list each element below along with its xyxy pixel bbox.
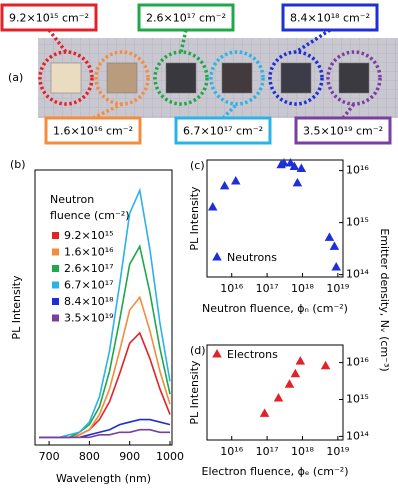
sample-circle xyxy=(153,50,209,106)
legend-label: 3.5×10¹⁹ xyxy=(64,312,114,325)
y-axis-label: PL Intensity xyxy=(188,360,201,425)
x-tick-label: 10¹⁹ xyxy=(326,282,349,295)
plot-frame xyxy=(34,169,173,446)
connector xyxy=(92,102,123,120)
data-point xyxy=(292,177,303,187)
data-point xyxy=(279,158,289,167)
data-point xyxy=(219,180,230,190)
panel-label: (a) xyxy=(8,71,23,84)
y-tick-label: 10¹⁴ xyxy=(346,268,369,281)
label-box xyxy=(44,116,142,145)
legend-label: 8.4×10¹⁸ xyxy=(64,295,114,308)
y-axis-label: PL Intensity xyxy=(188,186,201,251)
legend-label: 2.6×10¹⁷ xyxy=(64,262,114,275)
label-box xyxy=(294,116,392,145)
spectrum-line xyxy=(39,244,171,439)
panel-label: (c) xyxy=(190,159,205,172)
legend-swatch xyxy=(52,298,59,305)
x-tick-label: 900 xyxy=(119,450,140,463)
label-box xyxy=(281,3,379,32)
fluence-label: 3.5×10¹⁹ cm⁻² xyxy=(303,125,383,138)
y-tick-label: 10¹⁶ xyxy=(346,164,369,177)
legend-swatch xyxy=(52,314,59,322)
panel-label: (b) xyxy=(10,158,26,171)
y-axis-label-right: Emitter density, Nᵥ (cm⁻³) xyxy=(378,228,391,371)
legend-label: 6.7×10¹⁷ xyxy=(64,279,114,292)
x-tick-label: 10¹⁸ xyxy=(291,282,314,295)
spectrum-line xyxy=(39,428,170,439)
data-point xyxy=(273,392,284,402)
data-point xyxy=(296,163,307,172)
legend-marker xyxy=(212,252,222,261)
spectrum-line xyxy=(39,331,171,439)
y-axis-label: PL Intensity xyxy=(10,275,23,340)
x-tick-label: 1000 xyxy=(156,450,184,463)
legend-swatch xyxy=(52,281,59,289)
x-tick-label: 10¹⁷ xyxy=(256,445,279,458)
data-point xyxy=(290,368,301,378)
sample-chip xyxy=(165,62,197,94)
x-tick-label: 800 xyxy=(79,450,100,463)
sample-chip xyxy=(338,62,370,94)
x-tick-label: 10¹⁸ xyxy=(291,445,314,458)
sample-circle xyxy=(209,50,265,106)
y-tick-label: 10¹⁶ xyxy=(346,356,369,369)
plot-frame xyxy=(206,159,344,278)
legend-label: Neutrons xyxy=(227,251,277,264)
label-box xyxy=(0,3,98,32)
y-tick-label: 10¹⁵ xyxy=(346,216,369,229)
charts: (b) 700 800 900 1000 Wavelength (nm) PL Intens… xyxy=(10,158,391,485)
y-tick-label: 10¹⁵ xyxy=(346,393,369,406)
fluence-label: 8.4×10¹⁸ cm⁻² xyxy=(290,12,370,25)
x-tick-label: 10¹⁶ xyxy=(220,282,243,295)
legend-label: 1.6×10¹⁶ xyxy=(64,246,114,259)
x-axis-label: Neutron fluence, ϕₙ (cm⁻²) xyxy=(202,302,348,315)
data-point xyxy=(329,241,340,250)
legend-marker xyxy=(212,349,222,358)
data-point xyxy=(320,360,331,370)
y-tick-label: 10¹⁴ xyxy=(346,429,369,442)
data-point xyxy=(295,356,306,365)
fluence-label: 9.2×10¹⁵ cm⁻² xyxy=(9,12,89,25)
connector xyxy=(179,29,188,53)
data-point xyxy=(331,262,341,271)
legend-label: 9.2×10¹⁵ xyxy=(64,229,114,242)
connector xyxy=(221,102,239,120)
x-axis-label: Electron fluence, ϕₑ (cm⁻²) xyxy=(202,465,349,478)
sample-chip xyxy=(106,62,138,94)
photo-panel: 9.2×10¹⁵ cm⁻² 1.6×10¹⁶ cm⁻² 2.6×10¹⁷ cm⁻² 6… xyxy=(0,3,392,145)
data-point xyxy=(259,408,270,417)
sample-chip xyxy=(280,62,312,94)
x-axis-label: Wavelength (nm) xyxy=(56,472,151,485)
sample-circle xyxy=(326,50,382,106)
panel-label: (d) xyxy=(190,344,206,357)
label-box xyxy=(174,116,272,145)
x-tick-label: 700 xyxy=(39,450,60,463)
fluence-label: 6.7×10¹⁷ cm⁻² xyxy=(183,125,263,138)
data-point xyxy=(207,201,218,211)
legend-swatch xyxy=(52,232,59,239)
x-tick-label: 10¹⁹ xyxy=(326,445,349,458)
data-point xyxy=(284,379,295,388)
x-tick-label: 10¹⁶ xyxy=(220,445,243,458)
legend-title: Neutron xyxy=(50,193,94,206)
connector xyxy=(295,28,331,54)
data-point xyxy=(324,232,335,241)
fluence-label: 2.6×10¹⁷ cm⁻² xyxy=(146,12,226,25)
legend-label: Electrons xyxy=(227,348,278,361)
sample-circle xyxy=(38,50,94,106)
label-box xyxy=(137,3,235,32)
legend-swatch xyxy=(52,265,59,272)
data-point xyxy=(231,176,241,185)
plot-frame xyxy=(206,344,344,441)
photo xyxy=(38,38,398,118)
sample-chip xyxy=(221,62,253,94)
legend-swatch xyxy=(52,248,59,256)
fluence-label: 1.6×10¹⁶ cm⁻² xyxy=(53,125,133,138)
sample-chip xyxy=(50,62,82,94)
data-point xyxy=(289,161,300,170)
legend-title: fluence (cm⁻²) xyxy=(50,209,130,222)
x-tick-label: 10¹⁷ xyxy=(256,282,279,295)
